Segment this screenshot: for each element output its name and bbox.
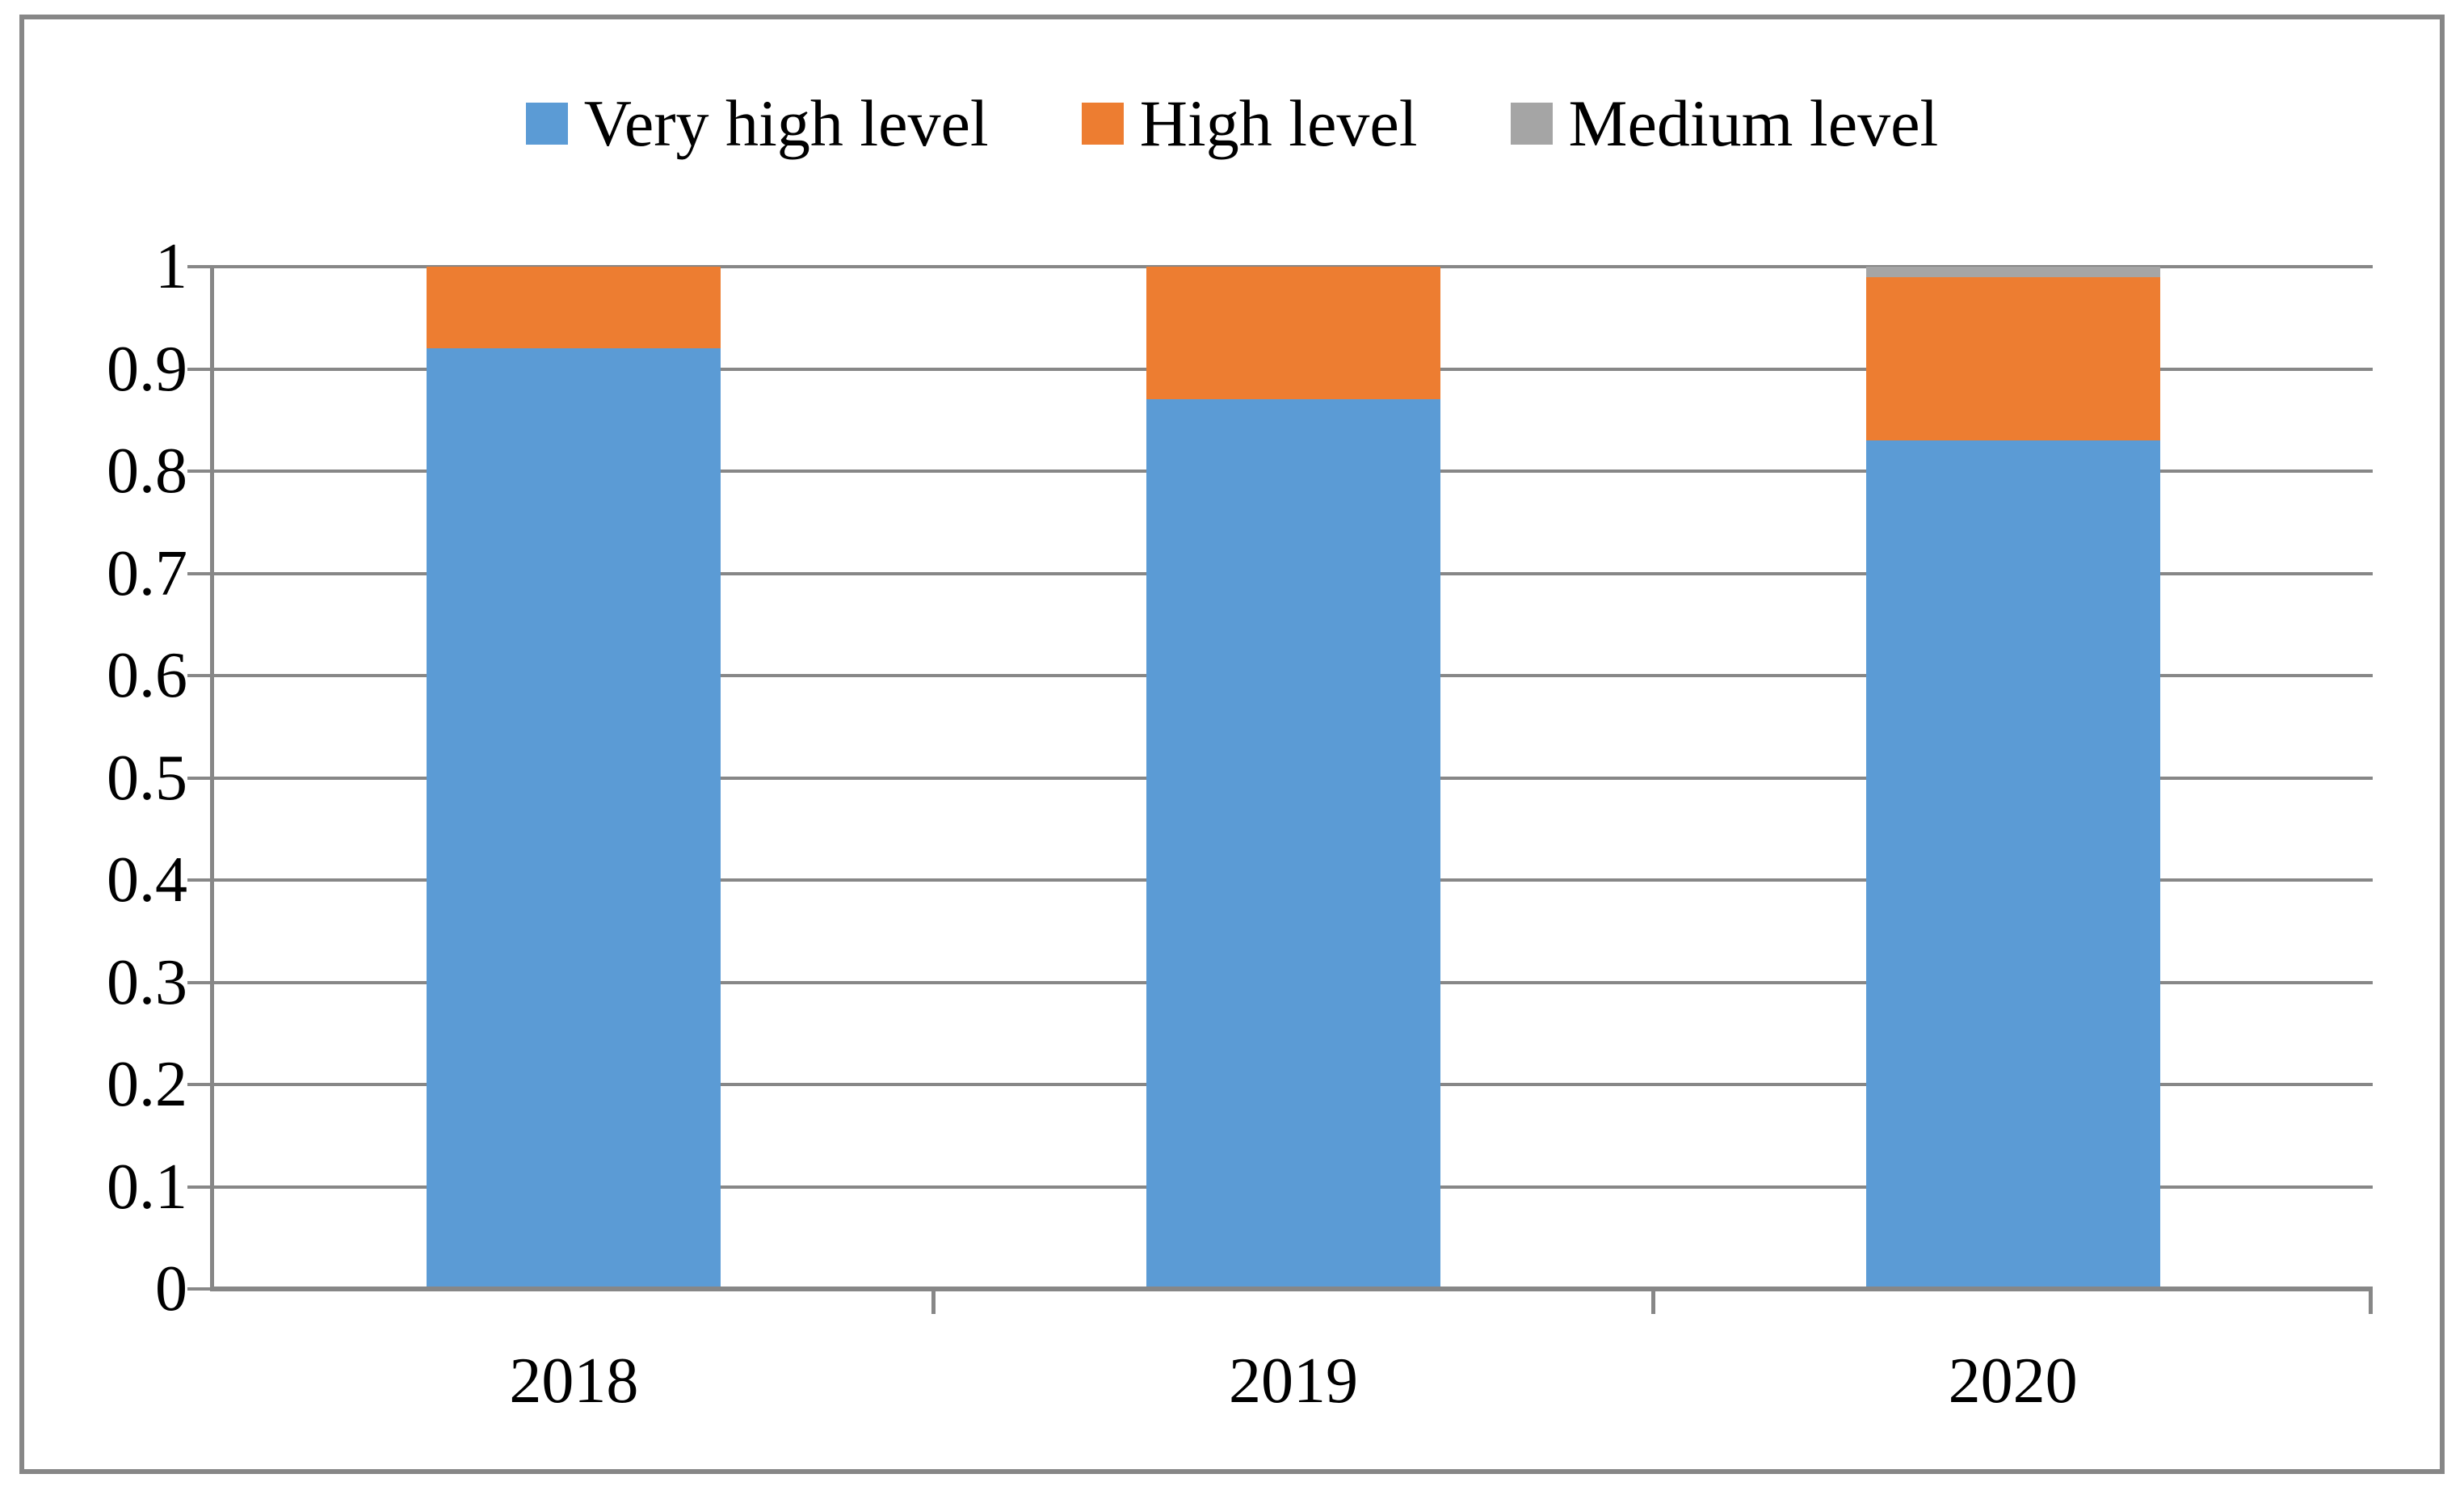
y-tick-mark-0 <box>187 1287 210 1291</box>
x-tick-mark <box>1650 1291 1655 1314</box>
legend-swatch-very-high-level <box>525 102 568 145</box>
bar-segment-high-level-2018 <box>427 267 721 349</box>
legend-item-high-level: High level <box>1081 86 1418 160</box>
y-tick-mark-1 <box>187 265 210 268</box>
y-tick-label: 0.8 <box>107 436 187 507</box>
bar-segment-very-high-level-2020 <box>1865 440 2160 1289</box>
bar-segment-very-high-level-2019 <box>1146 399 1440 1289</box>
bar-2020 <box>1865 267 2160 1289</box>
legend-label: Medium level <box>1568 86 1939 160</box>
gridline-y-1 <box>214 265 2373 268</box>
x-tick-mark <box>2369 1291 2373 1314</box>
legend-swatch-high-level <box>1081 102 1124 145</box>
y-tick-label: 0.5 <box>107 742 187 814</box>
y-axis-line <box>210 265 214 1291</box>
y-tick-mark-0.4 <box>187 878 210 882</box>
y-tick-label: 0.1 <box>107 1151 187 1223</box>
x-category-label-2019: 2019 <box>1229 1346 1358 1417</box>
plot-area <box>187 265 2373 1314</box>
y-tick-mark-0.3 <box>187 980 210 984</box>
x-tick-mark <box>931 1291 936 1314</box>
bar-segment-high-level-2020 <box>1865 276 2160 441</box>
x-category-label-2020: 2020 <box>1948 1346 2078 1417</box>
y-tick-mark-0.2 <box>187 1083 210 1086</box>
y-tick-mark-0.5 <box>187 776 210 780</box>
bar-2018 <box>427 267 721 1289</box>
y-tick-mark-0.9 <box>187 367 210 371</box>
y-tick-label: 0.6 <box>107 640 187 711</box>
y-tick-label: 1 <box>155 231 187 302</box>
x-axis-line <box>210 1287 2373 1291</box>
y-axis-tick-labels: 0 0.1 0.2 0.3 0.4 0.5 0.6 0.7 0.8 0.9 1 <box>0 231 187 1324</box>
chart-legend: Very high level High level Medium level <box>0 77 2464 170</box>
y-tick-label: 0.3 <box>107 946 187 1018</box>
legend-swatch-medium-level <box>1510 102 1553 145</box>
y-tick-mark-0.7 <box>187 571 210 575</box>
y-tick-label: 0.2 <box>107 1049 187 1120</box>
legend-label: High level <box>1139 86 1418 160</box>
bar-segment-medium-level-2020 <box>1865 267 2160 277</box>
y-tick-mark-0.6 <box>187 674 210 677</box>
y-tick-mark-0.8 <box>187 470 210 473</box>
legend-item-very-high-level: Very high level <box>525 86 989 160</box>
y-tick-mark-0.1 <box>187 1185 210 1189</box>
y-tick-label: 0.4 <box>107 844 187 916</box>
y-tick-label: 0.7 <box>107 537 187 609</box>
x-axis-category-labels: 2018 2019 2020 <box>214 1335 2373 1428</box>
legend-item-medium-level: Medium level <box>1510 86 1939 160</box>
y-tick-label: 0 <box>155 1253 187 1324</box>
legend-label: Very high level <box>583 86 989 160</box>
bar-segment-very-high-level-2018 <box>427 348 721 1289</box>
y-tick-label: 0.9 <box>107 333 187 405</box>
x-category-label-2018: 2018 <box>509 1346 639 1417</box>
bar-2019 <box>1146 267 1440 1289</box>
bar-segment-high-level-2019 <box>1146 267 1440 400</box>
